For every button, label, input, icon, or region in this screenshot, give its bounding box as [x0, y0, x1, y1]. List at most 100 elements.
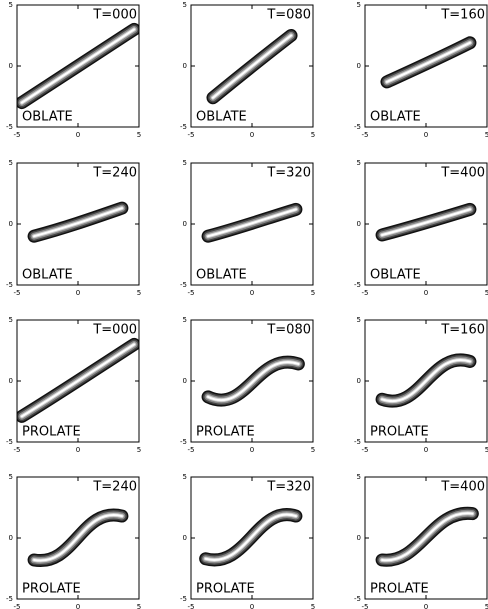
time-label: T=000	[92, 8, 137, 23]
shape-label: OBLATE	[370, 110, 421, 125]
shape-label: PROLATE	[196, 582, 255, 597]
y-tick-label: -5	[180, 595, 187, 603]
y-tick-label: 5	[9, 316, 13, 324]
shape-label: OBLATE	[22, 110, 73, 125]
x-tick-label: -5	[14, 131, 21, 139]
y-tick-label: 0	[357, 220, 361, 228]
x-tick-label: 0	[250, 446, 254, 454]
y-tick-label: 0	[357, 377, 361, 385]
y-tick-label: -5	[6, 281, 13, 289]
y-tick-label: 5	[357, 159, 361, 167]
time-label: T=160	[440, 323, 485, 338]
density-blob	[27, 201, 129, 243]
x-tick-label: -5	[188, 603, 195, 609]
x-tick-label: 0	[76, 603, 80, 609]
time-label: T=000	[92, 323, 137, 338]
panel: -5-5 0 0 5 5 T=000 PROLATE	[6, 316, 141, 454]
x-tick-label: -5	[188, 289, 195, 297]
y-tick-label: 0	[183, 62, 187, 70]
x-tick-label: 0	[250, 603, 254, 609]
y-tick-label: 0	[9, 220, 13, 228]
y-tick-label: 5	[9, 159, 13, 167]
y-tick-label: -5	[180, 438, 187, 446]
shape-label: OBLATE	[196, 110, 247, 125]
y-tick-label: 5	[183, 1, 187, 9]
density-blob	[201, 202, 303, 243]
y-tick-label: 0	[357, 62, 361, 70]
y-tick-label: 0	[183, 534, 187, 542]
x-tick-label: 5	[311, 446, 315, 454]
shape-label: OBLATE	[196, 268, 247, 283]
x-tick-label: -5	[362, 603, 369, 609]
x-tick-label: -5	[362, 131, 369, 139]
density-blob	[206, 29, 298, 105]
density-blob	[17, 337, 139, 423]
y-tick-label: 0	[183, 377, 187, 385]
y-tick-label: 5	[357, 473, 361, 481]
x-tick-label: 5	[485, 446, 488, 454]
panel: -5-5 0 0 5 5 T=400 OBLATE	[354, 159, 488, 297]
shape-label: PROLATE	[370, 582, 429, 597]
y-tick-label: -5	[354, 123, 361, 131]
density-blob	[17, 22, 139, 110]
x-tick-label: -5	[362, 289, 369, 297]
x-tick-label: -5	[362, 446, 369, 454]
y-tick-label: -5	[354, 595, 361, 603]
y-tick-label: 5	[357, 316, 361, 324]
density-blob	[375, 353, 477, 408]
panel: -5-5 0 0 5 5 T=320 OBLATE	[180, 159, 315, 297]
x-tick-label: 5	[485, 603, 488, 609]
time-label: T=080	[266, 8, 311, 23]
time-label: T=080	[266, 323, 311, 338]
y-tick-label: -5	[6, 595, 13, 603]
x-tick-label: 5	[137, 446, 141, 454]
panel: -5-5 0 0 5 5 T=320 PROLATE	[180, 473, 315, 609]
x-tick-label: 0	[250, 131, 254, 139]
x-tick-label: 0	[76, 446, 80, 454]
x-tick-label: 5	[137, 289, 141, 297]
x-tick-label: 0	[250, 289, 254, 297]
y-tick-label: 5	[9, 473, 13, 481]
x-tick-label: 0	[76, 131, 80, 139]
x-tick-label: 0	[424, 603, 428, 609]
time-label: T=400	[440, 166, 485, 181]
time-label: T=240	[92, 480, 137, 495]
panel: -5-5 0 0 5 5 T=080 OBLATE	[180, 1, 315, 139]
x-tick-label: 0	[424, 289, 428, 297]
y-tick-label: 0	[183, 220, 187, 228]
y-tick-label: 5	[183, 473, 187, 481]
x-tick-label: 5	[311, 289, 315, 297]
density-blob	[375, 202, 477, 242]
shape-label: OBLATE	[22, 268, 73, 283]
y-tick-label: 0	[9, 534, 13, 542]
y-tick-label: 0	[357, 534, 361, 542]
y-tick-label: 5	[183, 316, 187, 324]
time-label: T=320	[266, 480, 311, 495]
x-tick-label: -5	[14, 289, 21, 297]
x-tick-label: -5	[14, 603, 21, 609]
x-tick-label: 0	[424, 131, 428, 139]
x-tick-label: 5	[137, 131, 141, 139]
x-tick-label: -5	[14, 446, 21, 454]
x-tick-label: -5	[188, 131, 195, 139]
y-tick-label: 0	[9, 377, 13, 385]
x-tick-label: 5	[311, 131, 315, 139]
panel: -5-5 0 0 5 5 T=400 PROLATE	[354, 473, 488, 609]
y-tick-label: 5	[357, 1, 361, 9]
time-label: T=320	[266, 166, 311, 181]
y-tick-label: -5	[354, 438, 361, 446]
shape-label: PROLATE	[22, 425, 81, 440]
time-label: T=400	[440, 480, 485, 495]
x-tick-label: 5	[485, 131, 488, 139]
panel: -5-5 0 0 5 5 T=160 OBLATE	[354, 1, 488, 139]
x-tick-label: -5	[188, 446, 195, 454]
x-tick-label: 5	[485, 289, 488, 297]
panel: -5-5 0 0 5 5 T=240 OBLATE	[6, 159, 141, 297]
y-tick-label: -5	[6, 438, 13, 446]
x-tick-label: 5	[311, 603, 315, 609]
shape-label: PROLATE	[196, 425, 255, 440]
shape-label: PROLATE	[370, 425, 429, 440]
panel: -5-5 0 0 5 5 T=080 PROLATE	[180, 316, 315, 454]
